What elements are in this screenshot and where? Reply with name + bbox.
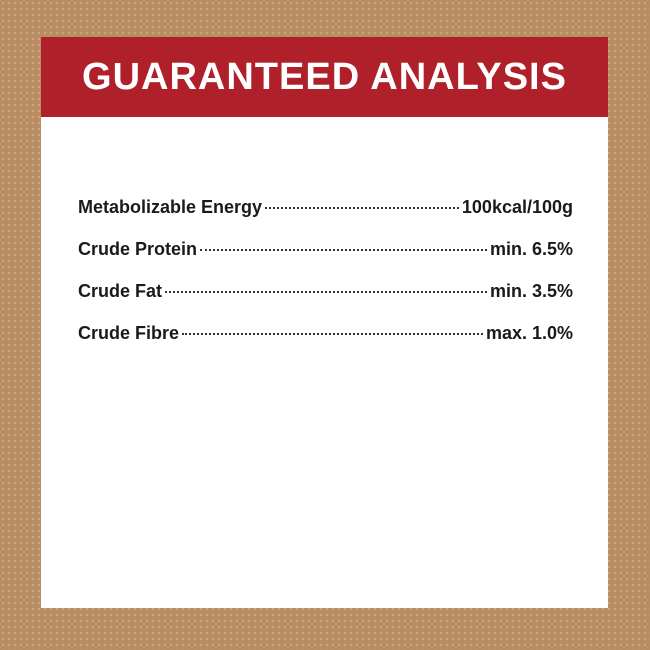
row-label: Metabolizable Energy: [78, 197, 263, 217]
row-value: min. 3.5%: [489, 281, 573, 301]
dot-leader: [200, 249, 487, 251]
panel-title: GUARANTEED ANALYSIS: [41, 37, 608, 117]
analysis-row: Crude Fibre max. 1.0%: [78, 323, 573, 365]
analysis-row: Crude Fat min. 3.5%: [78, 281, 573, 323]
analysis-panel: GUARANTEED ANALYSIS Metabolizable Energy…: [41, 37, 608, 608]
row-value: max. 1.0%: [485, 323, 573, 343]
analysis-list: Metabolizable Energy 100kcal/100g Crude P…: [78, 197, 573, 365]
analysis-row: Metabolizable Energy 100kcal/100g: [78, 197, 573, 239]
dot-leader: [182, 333, 483, 335]
row-value: min. 6.5%: [489, 239, 573, 259]
dot-leader: [165, 291, 487, 293]
row-label: Crude Protein: [78, 239, 198, 259]
dot-leader: [265, 207, 459, 209]
row-label: Crude Fibre: [78, 323, 180, 343]
row-value: 100kcal/100g: [461, 197, 573, 217]
row-label: Crude Fat: [78, 281, 163, 301]
analysis-row: Crude Protein min. 6.5%: [78, 239, 573, 281]
